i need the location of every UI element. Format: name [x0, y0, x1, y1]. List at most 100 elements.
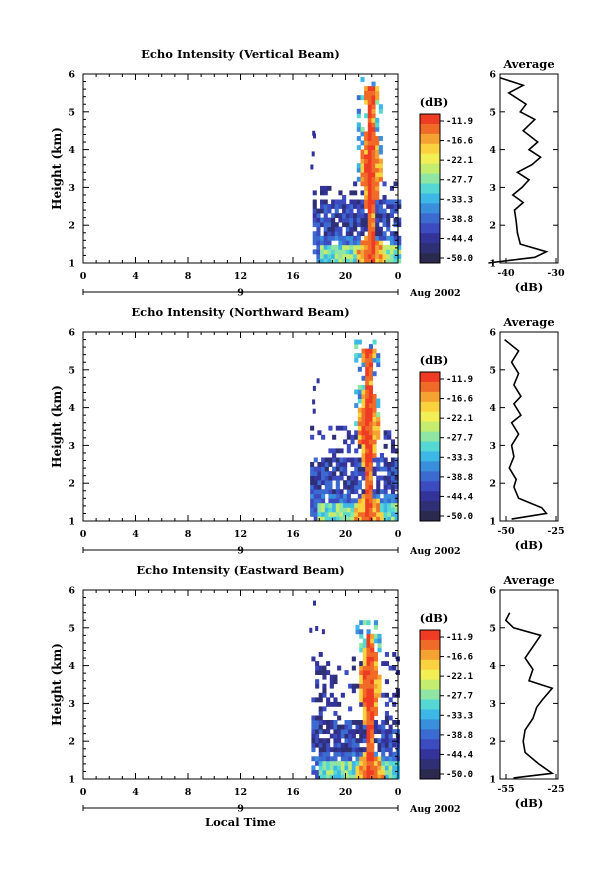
heatmap-cell	[384, 701, 389, 707]
heatmap-cell	[370, 656, 375, 662]
heatmap-cell	[328, 457, 333, 463]
heatmap-cell	[393, 222, 398, 228]
heatmap-cell	[379, 498, 384, 504]
heatmap-cell	[373, 683, 378, 689]
heatmap-cell	[353, 213, 358, 218]
heatmap-cell	[371, 163, 376, 169]
heatmap-cell	[323, 240, 328, 246]
heatmap-cell	[353, 235, 358, 241]
heatmap-cell	[393, 244, 398, 250]
heatmap-cell	[365, 375, 370, 381]
heatmap-cells	[310, 339, 399, 522]
heatmap-cell	[315, 756, 320, 762]
heatmap-cell	[356, 108, 361, 114]
heatmap-cell	[334, 199, 339, 205]
heatmap-cell	[365, 348, 370, 354]
colorbar-tick-label: -27.7	[446, 434, 473, 444]
colorbar-swatch	[420, 203, 440, 214]
heatmap-cell	[310, 462, 315, 467]
heatmap-cell	[367, 208, 372, 214]
heatmap-cell	[344, 724, 349, 730]
average-profile-line	[504, 612, 555, 779]
heatmap-cell	[376, 434, 381, 440]
heatmap-cell	[361, 434, 366, 440]
heatmap-cell	[371, 176, 376, 182]
heatmap-cell	[376, 398, 381, 404]
colorbar-tick-label: -16.6	[446, 395, 473, 405]
heatmap-cell	[313, 493, 318, 499]
heatmap-cell	[338, 190, 343, 196]
heatmap-cell	[394, 484, 399, 490]
heatmap-cell	[372, 489, 377, 495]
heatmap-cell	[316, 217, 321, 223]
heatmap-cell	[368, 416, 373, 422]
heatmap-cell	[367, 240, 372, 246]
heatmap-cell	[332, 511, 337, 517]
heatmap-cell	[316, 231, 321, 237]
colorbar: (dB)-11.9-16.6-22.1-27.7-33.3-38.8-44.4-…	[419, 611, 474, 780]
heatmap-cell	[360, 163, 365, 169]
heatmap-cell	[318, 715, 323, 721]
heatmap-cell	[357, 511, 362, 517]
heatmap-cell	[354, 434, 359, 440]
heatmap-cell	[332, 434, 337, 440]
heatmap-cell	[392, 760, 397, 766]
heatmap-cell	[370, 661, 375, 666]
heatmap-cell	[387, 480, 392, 486]
heatmap-cell	[348, 742, 353, 748]
heatmap-cell	[315, 679, 320, 685]
heatmap-cell	[381, 720, 386, 725]
heatmap-cell	[312, 208, 317, 214]
heatmap-cell	[328, 448, 333, 454]
heatmap-cell	[337, 701, 342, 707]
heatmap-cell	[376, 480, 381, 486]
heatmap-cell	[368, 471, 373, 476]
heatmap-cell	[362, 733, 367, 739]
heatmap-cell	[356, 136, 361, 141]
heatmap-cell	[357, 389, 362, 395]
colorbar-unit: (dB)	[420, 95, 449, 109]
heatmap-cell	[333, 733, 338, 739]
heatmap-cell	[329, 747, 334, 753]
x-tick-label: 12	[234, 271, 247, 282]
heatmap-cell	[381, 733, 386, 739]
heatmap-cell	[365, 434, 370, 440]
avg-y-tick-label: 4	[489, 403, 496, 414]
heatmap-cell	[373, 724, 378, 730]
heatmap-cell	[370, 688, 375, 694]
heatmap-cell	[387, 434, 392, 440]
heatmap-cell	[331, 249, 336, 255]
heatmap-cell	[313, 489, 318, 495]
heatmap-cell	[346, 430, 351, 436]
heatmap-cell	[340, 742, 345, 748]
heatmap-cell	[372, 403, 377, 408]
heatmap-cell	[388, 715, 393, 721]
heatmap-cell	[357, 412, 362, 417]
heatmap-cell	[377, 747, 382, 753]
heatmap-cell	[333, 769, 338, 775]
heatmap-cell	[348, 738, 353, 744]
heatmap-cell	[349, 240, 354, 246]
heatmap-cell	[372, 507, 377, 513]
heatmap-cell	[333, 774, 338, 780]
heatmap-cell	[311, 715, 316, 721]
y-tick-label: 5	[68, 365, 75, 376]
heatmap-cell	[367, 113, 372, 119]
heatmap-cell	[362, 661, 367, 666]
heatmap-cell	[322, 688, 327, 694]
heatmap-cell	[324, 507, 329, 513]
heatmap-cell	[328, 493, 333, 499]
colorbar-swatch	[420, 639, 440, 651]
heatmap-cell	[356, 244, 361, 250]
heatmap-cell	[321, 434, 326, 440]
heatmap-cell	[338, 258, 343, 264]
heatmap-cell	[355, 774, 360, 780]
heatmap-cell	[371, 217, 376, 223]
heatmap-cell	[312, 399, 316, 405]
heatmap-cell	[368, 443, 373, 449]
heatmap-cell	[357, 471, 362, 476]
heatmap-cell	[313, 480, 318, 486]
avg-y-tick-label: 2	[489, 221, 496, 232]
heatmap-cell	[310, 471, 315, 476]
heatmap-cell	[327, 235, 332, 241]
